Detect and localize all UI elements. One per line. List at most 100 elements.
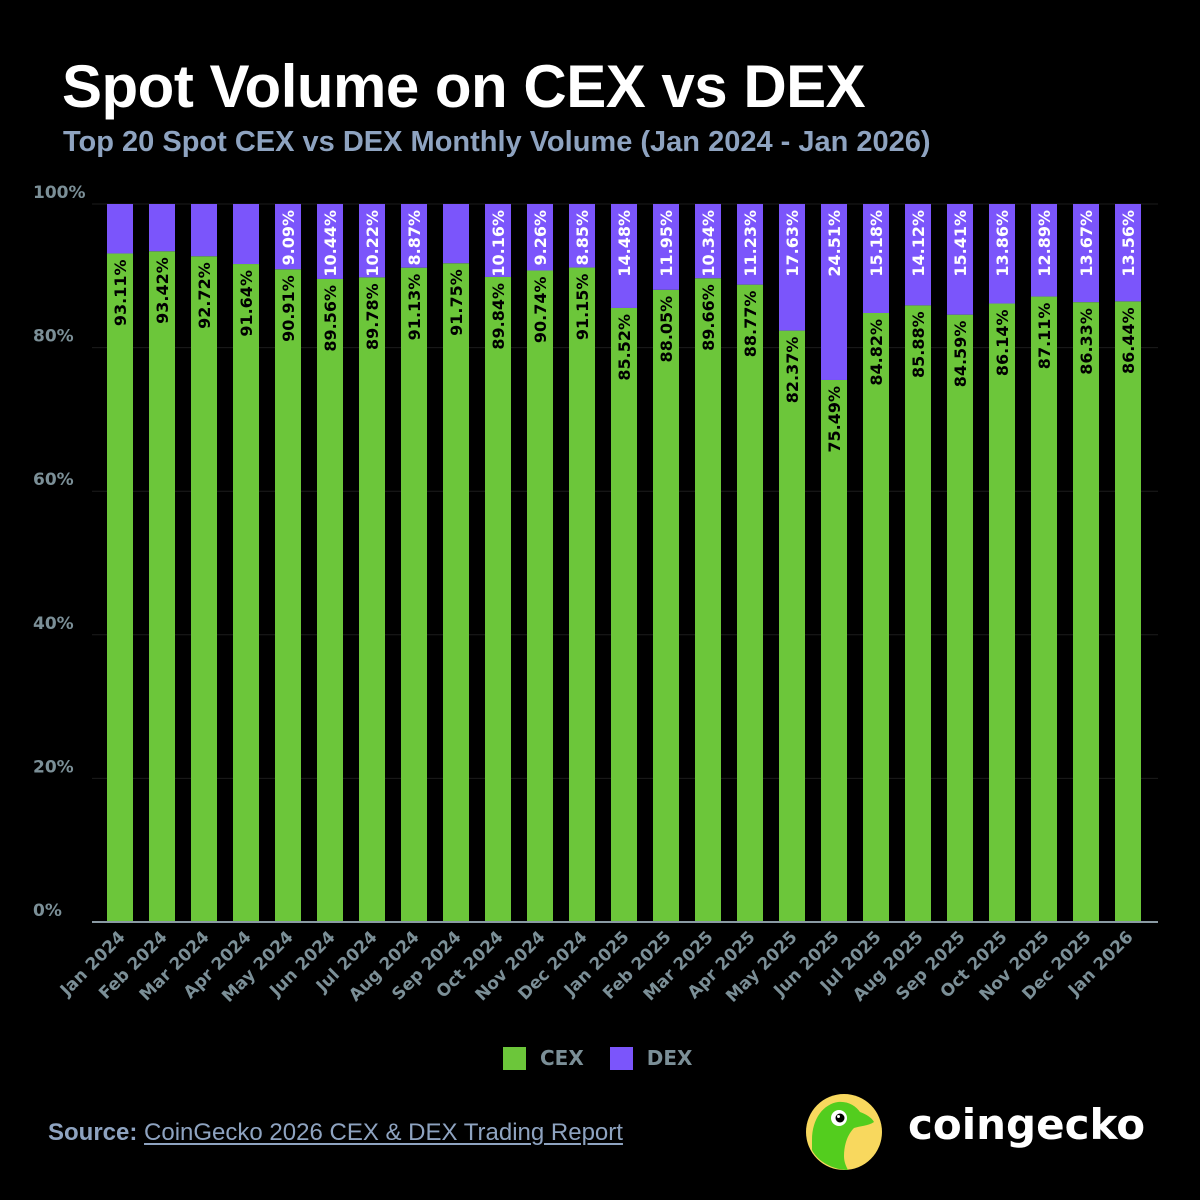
legend-swatch-dex	[609, 1046, 633, 1070]
data-label-cex: 86.44%	[1119, 307, 1138, 374]
legend-label-dex: DEX	[646, 1046, 693, 1070]
bar-cex	[737, 284, 763, 922]
bar-dex	[611, 204, 637, 308]
data-label-dex: 13.67%	[1077, 210, 1096, 277]
data-label-dex: 10.34%	[699, 210, 718, 277]
brand-wordmark: coingecko	[908, 1100, 1146, 1149]
data-label-cex: 91.64%	[237, 270, 256, 337]
data-label-dex: 17.63%	[783, 210, 802, 277]
bar-dex	[1115, 204, 1141, 302]
bar-cex	[611, 307, 637, 922]
bar-dex	[779, 204, 805, 331]
data-label-dex: 13.56%	[1119, 210, 1138, 277]
bar-dex	[191, 204, 217, 257]
bar-dex	[905, 204, 931, 306]
bar-cex	[485, 276, 511, 922]
data-label-cex: 91.13%	[405, 274, 424, 341]
y-tick-label: 100%	[33, 183, 86, 203]
legend-swatch-cex	[503, 1046, 526, 1070]
data-label-cex: 88.77%	[741, 291, 760, 358]
chart-title: Spot Volume on CEX vs DEX	[62, 53, 866, 120]
data-label-cex: 87.11%	[1035, 303, 1054, 370]
chart-subtitle: Top 20 Spot CEX vs DEX Monthly Volume (J…	[63, 126, 931, 158]
bar-cex	[317, 278, 343, 922]
bar-cex	[401, 267, 427, 922]
bar-dex	[275, 204, 301, 270]
bar-cex	[863, 312, 889, 922]
data-label-cex: 89.78%	[363, 283, 382, 350]
bar-cex	[191, 256, 217, 922]
data-label-dex: 8.87%	[405, 210, 424, 266]
bar-cex	[569, 267, 595, 923]
bar-dex	[569, 204, 595, 268]
source-label: Source:	[48, 1119, 138, 1146]
data-label-dex: 8.85%	[573, 210, 592, 266]
data-label-dex: 9.09%	[279, 210, 298, 266]
bar-cex	[1073, 302, 1099, 922]
bar-dex	[1073, 204, 1099, 303]
data-label-cex: 89.66%	[699, 284, 718, 351]
bar-dex	[317, 204, 343, 279]
data-label-cex: 91.15%	[573, 274, 592, 341]
bar-cex	[149, 251, 175, 923]
bar-cex	[107, 253, 133, 922]
bar-cex	[1031, 296, 1057, 923]
bar-cex	[905, 305, 931, 922]
bar-dex	[359, 204, 385, 278]
bar-cex	[653, 289, 679, 922]
bar-dex	[485, 204, 511, 277]
data-label-cex: 90.74%	[531, 276, 550, 343]
bar-cex	[821, 379, 847, 922]
bar-cex	[989, 303, 1015, 923]
data-label-cex: 86.14%	[993, 310, 1012, 377]
bar-dex	[863, 204, 889, 313]
bar-dex	[737, 204, 763, 285]
y-tick-label: 80%	[33, 327, 74, 347]
data-label-cex: 93.42%	[153, 257, 172, 324]
data-label-dex: 14.12%	[909, 210, 928, 277]
bar-cex	[233, 264, 259, 923]
data-label-cex: 85.88%	[909, 311, 928, 378]
bar-dex	[233, 204, 259, 265]
bar-cex	[695, 278, 721, 922]
data-label-dex: 11.23%	[741, 210, 760, 277]
data-label-dex: 15.41%	[951, 210, 970, 277]
coingecko-logo-icon	[806, 1094, 882, 1170]
bar-dex	[947, 204, 973, 315]
data-label-cex: 89.84%	[489, 283, 508, 350]
bar-dex	[695, 204, 721, 279]
bar-dex	[149, 204, 175, 252]
data-label-cex: 91.75%	[447, 269, 466, 336]
data-label-cex: 88.05%	[657, 296, 676, 363]
data-label-dex: 10.16%	[489, 210, 508, 277]
data-label-dex: 14.48%	[615, 210, 634, 277]
data-label-dex: 24.51%	[825, 210, 844, 277]
bar-cex	[359, 277, 385, 922]
bar-cex	[527, 270, 553, 922]
bar-cex	[443, 263, 469, 922]
data-label-cex: 90.91%	[279, 275, 298, 342]
data-label-cex: 86.33%	[1077, 308, 1096, 375]
bar-cex	[947, 314, 973, 922]
data-label-dex: 13.86%	[993, 210, 1012, 277]
bar-dex	[401, 204, 427, 268]
data-label-dex: 12.89%	[1035, 210, 1054, 277]
bar-dex	[989, 204, 1015, 304]
data-label-cex: 92.72%	[195, 262, 214, 329]
legend: CEX DEX	[503, 1046, 718, 1070]
data-label-dex: 9.26%	[531, 210, 550, 266]
bar-cex	[275, 269, 301, 922]
data-label-dex: 10.44%	[321, 210, 340, 277]
data-label-cex: 89.56%	[321, 285, 340, 352]
y-tick-label: 0%	[33, 901, 62, 921]
bar-dex	[527, 204, 553, 271]
data-label-cex: 84.82%	[867, 319, 886, 386]
bar-cex	[1115, 301, 1141, 922]
data-label-dex: 10.22%	[363, 210, 382, 277]
legend-item-dex: DEX	[609, 1046, 693, 1070]
legend-label-cex: CEX	[540, 1046, 584, 1070]
data-label-cex: 85.52%	[615, 314, 634, 381]
data-label-cex: 84.59%	[951, 321, 970, 388]
y-tick-label: 40%	[33, 614, 74, 634]
source-link[interactable]: CoinGecko 2026 CEX & DEX Trading Report	[144, 1119, 623, 1146]
